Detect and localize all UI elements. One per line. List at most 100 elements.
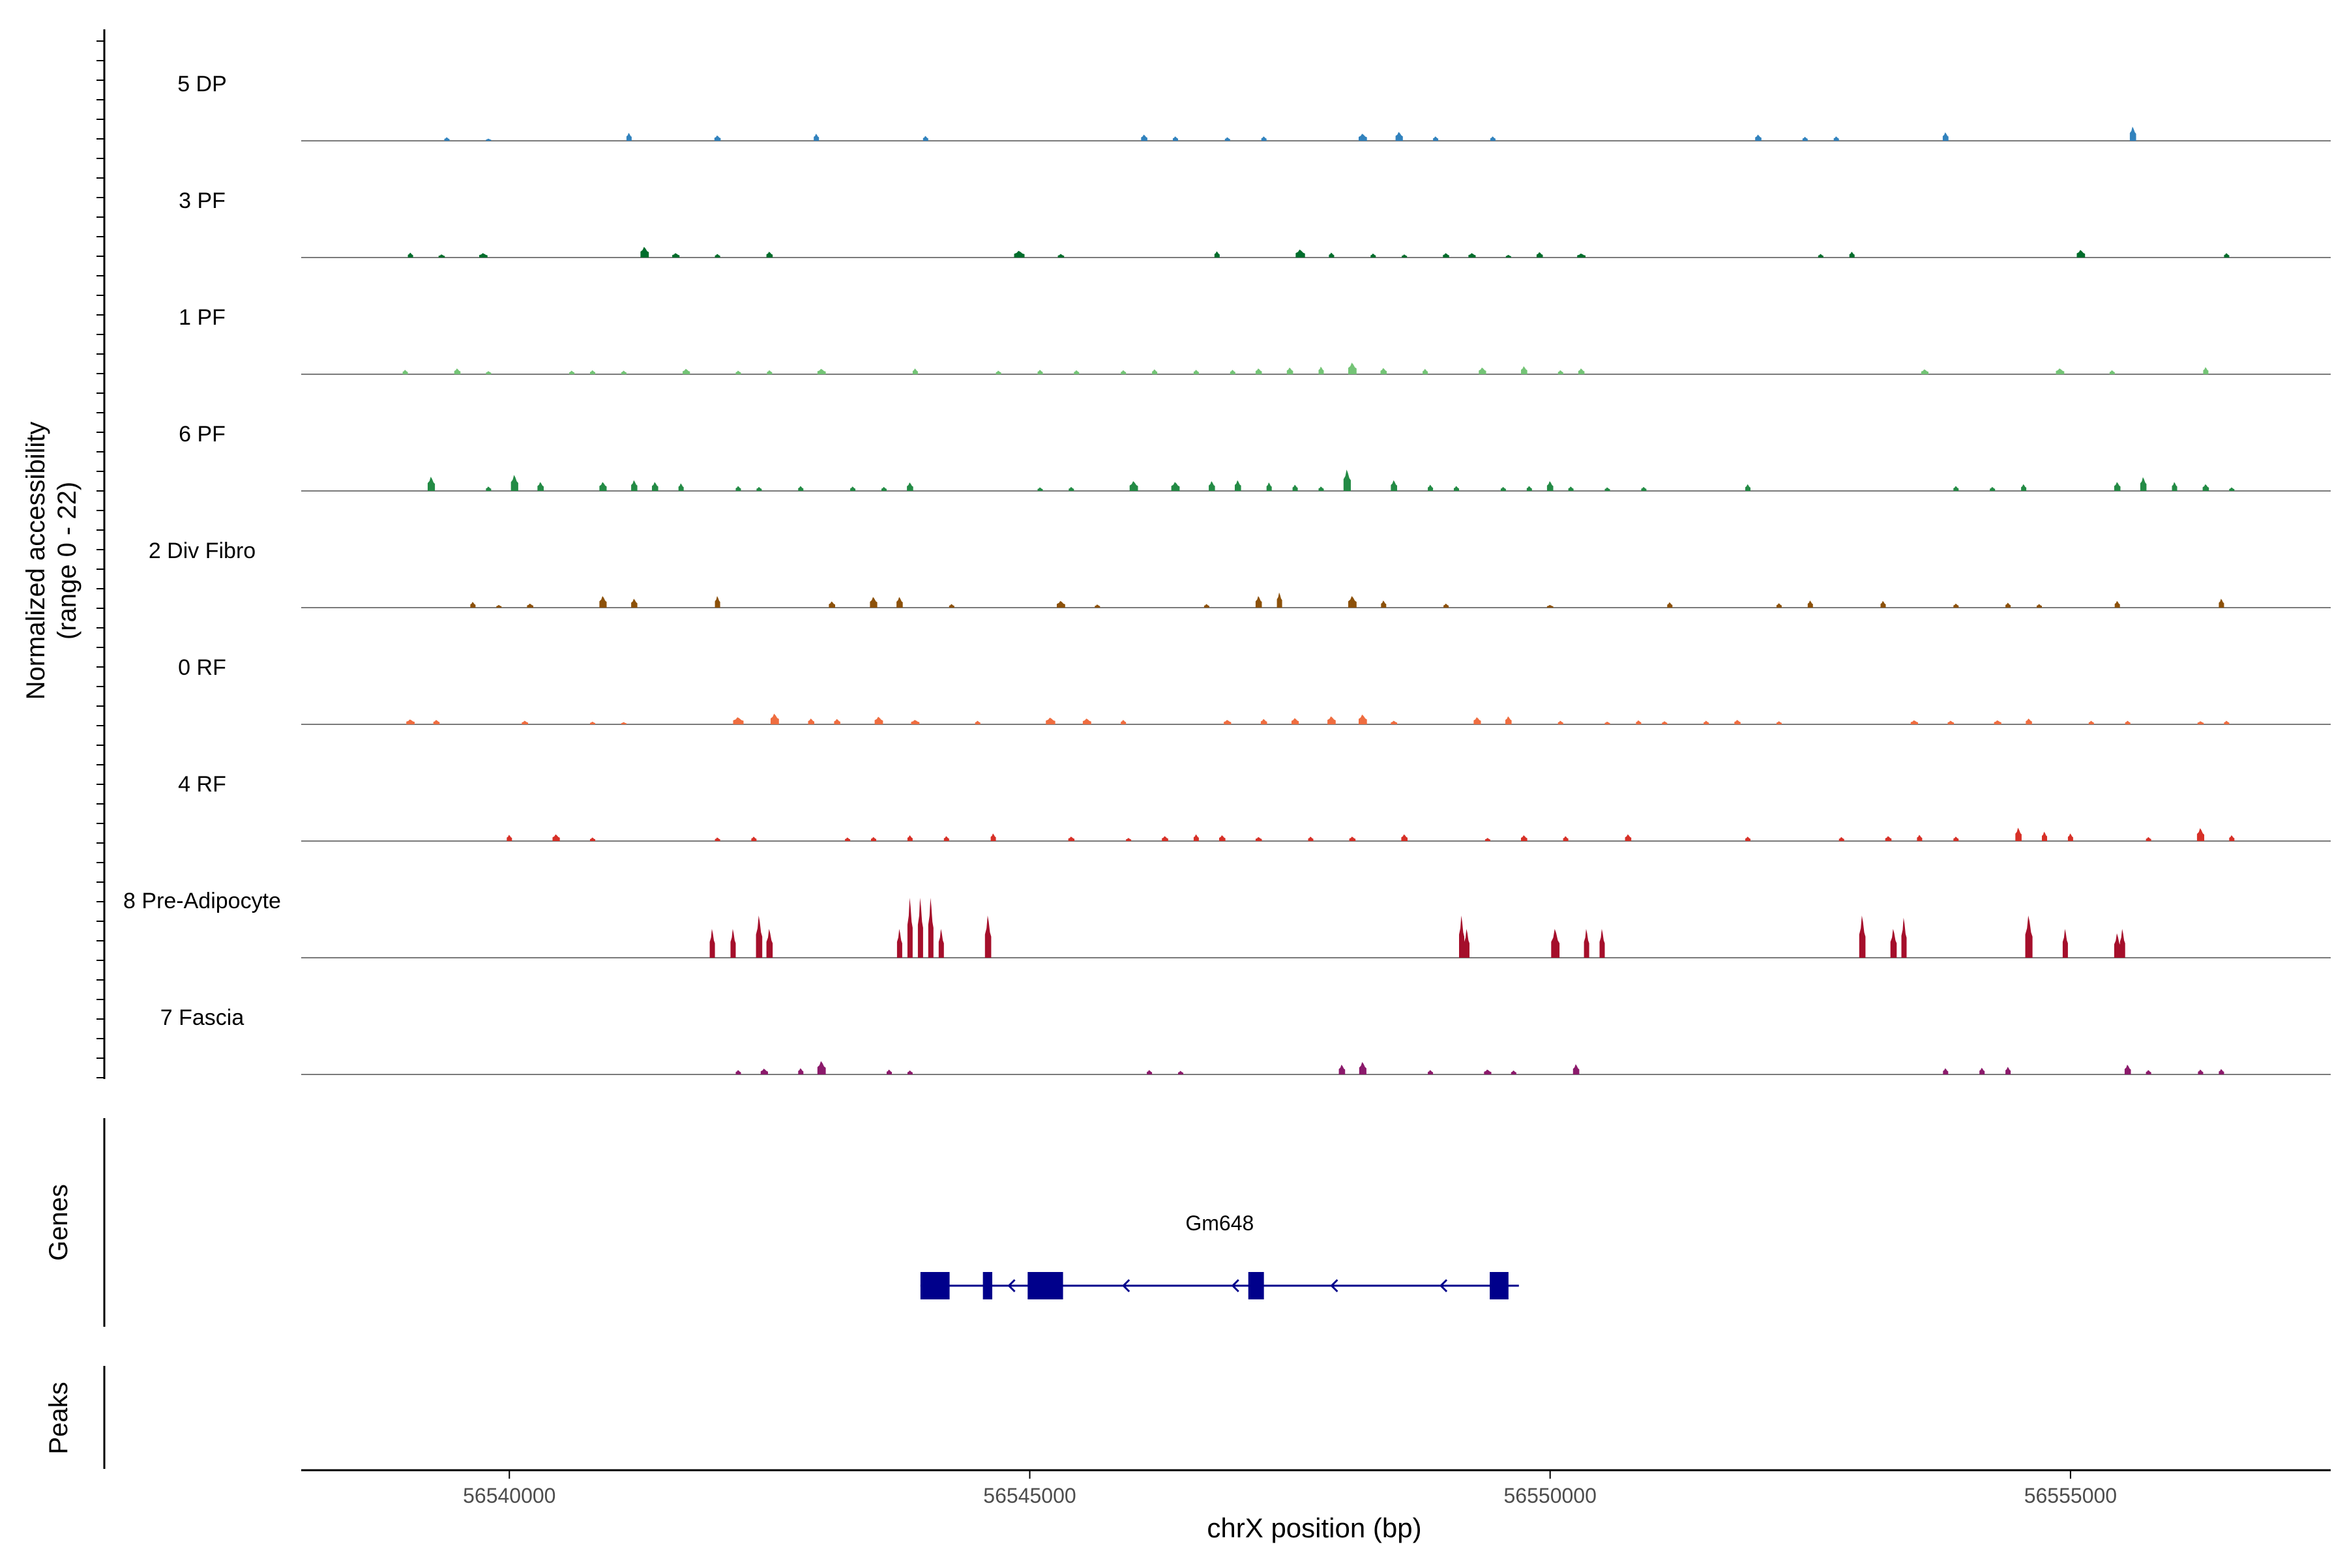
coverage-peak (1147, 1070, 1153, 1074)
coverage-peak (798, 486, 804, 491)
coverage-peak (850, 486, 856, 491)
coverage-peak (1193, 834, 1199, 841)
coverage-peak (2114, 933, 2121, 958)
coverage-peak (1943, 1068, 1949, 1074)
coverage-peak (1885, 836, 1892, 841)
coverage-peak (1505, 716, 1512, 724)
strand-arrow (1007, 1279, 1016, 1293)
coverage-peak (1745, 836, 1750, 841)
coverage-peak (715, 837, 720, 841)
coverage-peak (1349, 836, 1356, 841)
track-label: 7 Fascia (160, 1005, 244, 1030)
track-3-pf: 3 PF (179, 188, 2331, 258)
coverage-peak (1014, 250, 1025, 258)
coverage-peak (1953, 486, 1959, 491)
coverage-peak (1479, 367, 1486, 374)
coverage-peak (486, 371, 492, 374)
coverage-peak (1433, 136, 1439, 141)
coverage-peak (2026, 718, 2032, 724)
coverage-peak (2067, 833, 2073, 841)
coverage-peak (1141, 134, 1147, 141)
coverage-peak (1203, 604, 1209, 608)
coverage-peak (672, 253, 680, 258)
coverage-peak (1526, 486, 1532, 491)
coverage-peak (817, 1061, 826, 1074)
strand-arrow (1122, 1279, 1130, 1293)
coverage-peak (1292, 718, 1299, 724)
gene-model (920, 1272, 1519, 1299)
coverage-peak (2197, 721, 2204, 724)
coverage-peak (756, 915, 763, 958)
coverage-peak (1755, 134, 1762, 141)
coverage-peak (428, 477, 435, 491)
coverage-peak (1776, 721, 1782, 724)
coverage-peak (1338, 1065, 1346, 1074)
coverage-peak (817, 368, 826, 374)
coverage-peak (887, 1069, 892, 1074)
coverage-peak (1459, 915, 1464, 958)
coverage-peak (829, 601, 835, 608)
coverage-peak (652, 482, 658, 491)
track-6-pf: 6 PF (179, 422, 2331, 492)
coverage-peak (1662, 721, 1668, 724)
peaks-axis-label: Peaks (44, 1382, 73, 1454)
coverage-peak (1667, 602, 1673, 608)
coverage-peak (406, 719, 415, 724)
coverage-peak (2219, 1069, 2224, 1074)
coverage-peak (1636, 720, 1642, 724)
coverage-peak (1807, 600, 1813, 608)
coverage-peak (1266, 482, 1272, 491)
x-tick-label: 56550000 (1504, 1484, 1597, 1507)
track-8-pre-adipocyte: 8 Pre-Adipocyte (123, 889, 2331, 958)
coverage-peak (1348, 596, 1357, 608)
coverage-peak (1069, 486, 1074, 491)
coverage-y-axis (96, 29, 106, 1079)
coverage-peak (1546, 604, 1554, 608)
coverage-peak (1359, 1061, 1366, 1074)
coverage-peak (454, 368, 461, 374)
coverage-peak (496, 604, 502, 608)
coverage-peak (2129, 126, 2136, 141)
coverage-peak (2025, 915, 2033, 958)
coverage-peak (1551, 928, 1560, 958)
coverage-peak (2062, 928, 2068, 958)
gene-exon (920, 1272, 950, 1299)
coverage-peak (845, 837, 851, 841)
coverage-peak (407, 252, 413, 258)
track-label: 0 RF (178, 655, 226, 680)
coverage-peak (1625, 834, 1632, 841)
coverage-peak (1327, 716, 1336, 724)
coverage-peak (2114, 482, 2121, 491)
coverage-peak (1255, 836, 1262, 841)
coverage-peak (2146, 836, 2151, 841)
coverage-peak (1260, 718, 1267, 724)
coverage-peak (590, 370, 595, 374)
coverage-peak (2114, 600, 2120, 608)
coverage-peak (1286, 367, 1293, 374)
coverage-peak (1255, 368, 1262, 374)
coverage-peak (1193, 370, 1199, 374)
coverage-peak (1917, 835, 1923, 841)
coverage-peak (1209, 481, 1215, 491)
coverage-peak (1890, 928, 1897, 958)
coverage-peak (984, 915, 992, 958)
coverage-peak (1224, 137, 1230, 141)
coverage-peak (2140, 477, 2147, 491)
coverage-tracks: 5 DP 3 PF 1 PF 6 PF 2 Div Fibro 0 RF 4 RF 8 Pre… (123, 72, 2331, 1075)
coverage-peak (444, 137, 450, 141)
coverage-peak (1219, 835, 1226, 841)
coverage-peak (1704, 720, 1709, 724)
coverage-peak (1776, 603, 1782, 608)
coverage-peak (714, 135, 721, 141)
coverage-peak (1318, 366, 1324, 374)
coverage-peak (1990, 486, 1996, 491)
coverage-peak (1577, 253, 1586, 258)
coverage-peak (2202, 484, 2209, 491)
coverage-peak (1391, 480, 1397, 491)
coverage-peak (1443, 603, 1449, 608)
track-label: 5 DP (177, 72, 227, 96)
coverage-peak (402, 370, 408, 374)
coverage-peak (486, 486, 492, 491)
coverage-peak (923, 136, 928, 141)
